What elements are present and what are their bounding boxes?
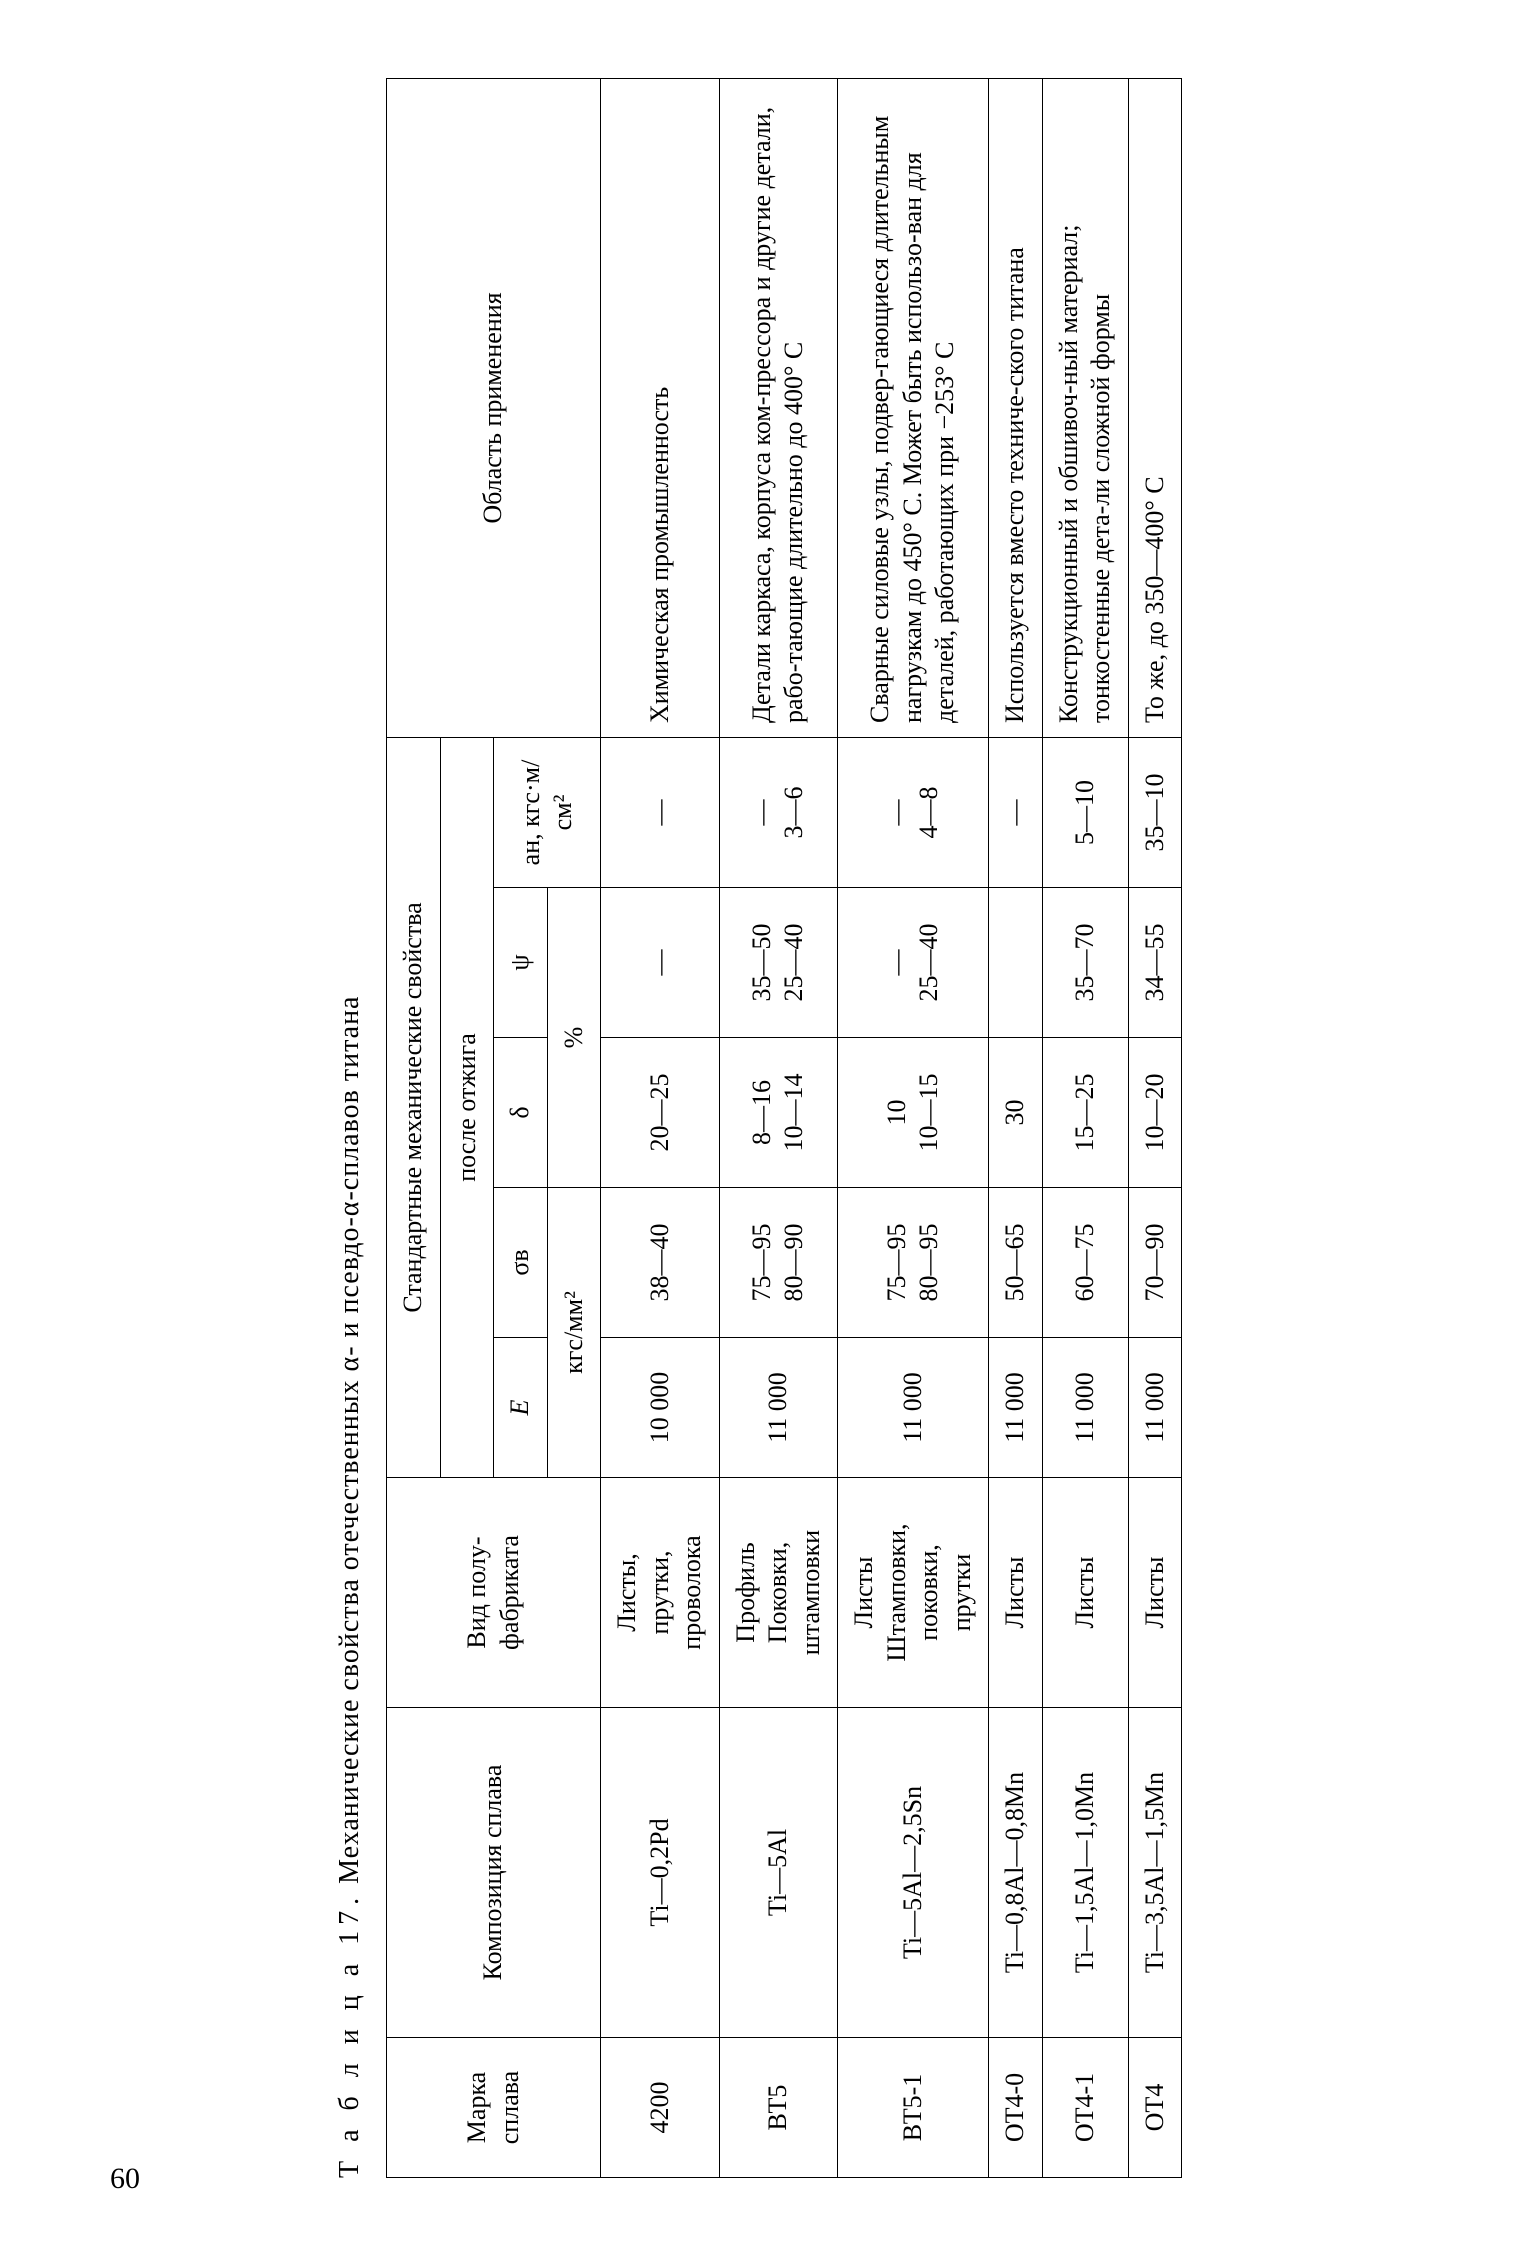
cell-application: Используется вместо техниче-ского титана bbox=[988, 79, 1042, 738]
header-composition: Композиция сплава bbox=[386, 1708, 600, 2038]
cell-marka: 4200 bbox=[600, 2038, 719, 2178]
header-group-anneal: после отжига bbox=[440, 738, 494, 1478]
table-row: ОТ4Ti—3,5Al—1,5MnЛисты11 00070—9010—2034… bbox=[1128, 79, 1182, 2178]
header-unit-percent: % bbox=[547, 888, 601, 1188]
cell-marka: ОТ4-1 bbox=[1042, 2038, 1128, 2178]
cell-sigma: 50—65 bbox=[988, 1188, 1042, 1338]
header-delta: δ bbox=[493, 1038, 547, 1188]
cell-application: То же, до 350—400° С bbox=[1128, 79, 1182, 738]
header-an: aн, кгс·м/см² bbox=[493, 738, 600, 888]
cell-psi: 34—55 bbox=[1128, 888, 1182, 1038]
cell-e: 11 000 bbox=[1042, 1338, 1128, 1478]
rotated-content: Т а б л и ц а 17. Механические свойства … bbox=[334, 78, 1182, 2178]
cell-psi: 35—70 bbox=[1042, 888, 1128, 1038]
table-row: ВТ5Ti—5AlПрофильПоковки,штамповки11 0007… bbox=[719, 79, 838, 2178]
header-unit-kgf: кгс/мм² bbox=[547, 1188, 601, 1478]
header-sigma: σв bbox=[493, 1188, 547, 1338]
cell-composition: Ti—1,5Al—1,0Mn bbox=[1042, 1708, 1128, 2038]
table-head: Марка сплава Композиция сплава Вид полу-… bbox=[386, 79, 600, 2178]
header-fabrikat: Вид полу-фабриката bbox=[386, 1478, 600, 1708]
cell-marka: ОТ4 bbox=[1128, 2038, 1182, 2178]
cell-composition: Ti—0,8Al—0,8Mn bbox=[988, 1708, 1042, 2038]
cell-sigma: 60—75 bbox=[1042, 1188, 1128, 1338]
table-caption: Т а б л и ц а 17. Механические свойства … bbox=[334, 78, 366, 2178]
page-number: 60 bbox=[110, 2162, 140, 2196]
cell-application: Детали каркаса, корпуса ком-прессора и д… bbox=[719, 79, 838, 738]
cell-fabrikat: Листы,прутки,проволока bbox=[600, 1478, 719, 1708]
cell-delta: 30 bbox=[988, 1038, 1042, 1188]
cell-application: Химическая промышленность bbox=[600, 79, 719, 738]
caption-prefix: Т а б л и ц а 17. bbox=[334, 1892, 365, 2178]
cell-sigma: 75—9580—90 bbox=[719, 1188, 838, 1338]
cell-composition: Ti—0,2Pd bbox=[600, 1708, 719, 2038]
cell-an: — bbox=[988, 738, 1042, 888]
cell-an: —4—8 bbox=[837, 738, 988, 888]
table-body: 4200Ti—0,2PdЛисты,прутки,проволока10 000… bbox=[600, 79, 1181, 2178]
cell-composition: Ti—3,5Al—1,5Mn bbox=[1128, 1708, 1182, 2038]
cell-marka: ОТ4-0 bbox=[988, 2038, 1042, 2178]
cell-composition: Ti—5Al—2,5Sn bbox=[837, 1708, 988, 2038]
cell-delta: 15—25 bbox=[1042, 1038, 1128, 1188]
cell-marka: ВТ5-1 bbox=[837, 2038, 988, 2178]
page: Т а б л и ц а 17. Механические свойства … bbox=[0, 0, 1515, 2256]
cell-e: 11 000 bbox=[837, 1338, 988, 1478]
header-psi: ψ bbox=[493, 888, 547, 1038]
cell-delta: 10—20 bbox=[1128, 1038, 1182, 1188]
cell-delta: 1010—15 bbox=[837, 1038, 988, 1188]
cell-psi: 35—5025—40 bbox=[719, 888, 838, 1038]
cell-delta: 8—1610—14 bbox=[719, 1038, 838, 1188]
cell-application: Конструкционный и обшивоч-ный материал; … bbox=[1042, 79, 1128, 738]
cell-psi bbox=[988, 888, 1042, 1038]
cell-sigma: 75—9580—95 bbox=[837, 1188, 988, 1338]
cell-e: 10 000 bbox=[600, 1338, 719, 1478]
cell-fabrikat: ЛистыШтамповки,поковки,прутки bbox=[837, 1478, 988, 1708]
properties-table: Марка сплава Композиция сплава Вид полу-… bbox=[386, 78, 1182, 2178]
cell-marka: ВТ5 bbox=[719, 2038, 838, 2178]
cell-delta: 20—25 bbox=[600, 1038, 719, 1188]
cell-e: 11 000 bbox=[1128, 1338, 1182, 1478]
cell-psi: —25—40 bbox=[837, 888, 988, 1038]
cell-e: 11 000 bbox=[988, 1338, 1042, 1478]
table-row: ОТ4-0Ti—0,8Al—0,8MnЛисты11 00050—6530 —Ис… bbox=[988, 79, 1042, 2178]
cell-sigma: 70—90 bbox=[1128, 1188, 1182, 1338]
cell-sigma: 38—40 bbox=[600, 1188, 719, 1338]
table-row: ОТ4-1Ti—1,5Al—1,0MnЛисты11 00060—7515—25… bbox=[1042, 79, 1128, 2178]
cell-fabrikat: Листы bbox=[1042, 1478, 1128, 1708]
cell-an: — bbox=[600, 738, 719, 888]
header-application: Область применения bbox=[386, 79, 600, 738]
cell-fabrikat: ПрофильПоковки,штамповки bbox=[719, 1478, 838, 1708]
table-row: 4200Ti—0,2PdЛисты,прутки,проволока10 000… bbox=[600, 79, 719, 2178]
caption-rest: Механические свойства отечественных α- и… bbox=[334, 996, 365, 1892]
header-group-mech: Стандартные механические свойства bbox=[386, 738, 440, 1478]
cell-fabrikat: Листы bbox=[1128, 1478, 1182, 1708]
cell-application: Сварные силовые узлы, подвер-гающиеся дл… bbox=[837, 79, 988, 738]
cell-an: —3—6 bbox=[719, 738, 838, 888]
cell-fabrikat: Листы bbox=[988, 1478, 1042, 1708]
cell-psi: — bbox=[600, 888, 719, 1038]
header-marka: Марка сплава bbox=[386, 2038, 600, 2178]
cell-e: 11 000 bbox=[719, 1338, 838, 1478]
header-e: E bbox=[493, 1338, 547, 1478]
cell-an: 35—10 bbox=[1128, 738, 1182, 888]
table-row: ВТ5-1Ti—5Al—2,5SnЛистыШтамповки,поковки,… bbox=[837, 79, 988, 2178]
cell-an: 5—10 bbox=[1042, 738, 1128, 888]
cell-composition: Ti—5Al bbox=[719, 1708, 838, 2038]
